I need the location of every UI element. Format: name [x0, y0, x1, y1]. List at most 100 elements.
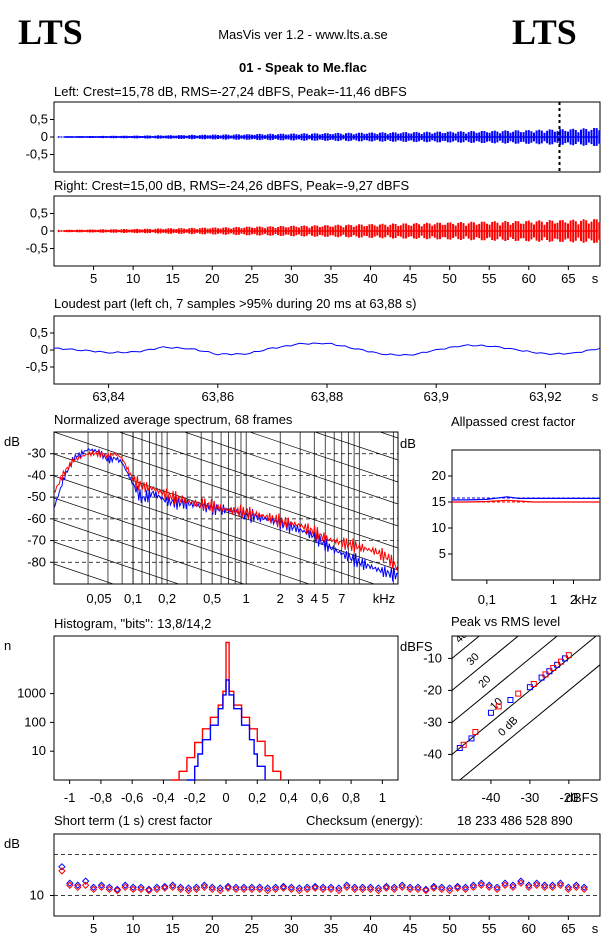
short-crest-point	[532, 879, 541, 887]
spectrum-slope-line	[313, 432, 398, 461]
short-crest-point	[311, 882, 319, 891]
peak-rms-xunit: dBFS	[566, 790, 599, 805]
spectrum-slope-line	[54, 563, 115, 584]
peak-rms-xtick-label: -30	[520, 790, 539, 805]
short-crest-point	[556, 879, 565, 887]
histogram-ytick-label: 10	[32, 743, 46, 758]
short-crest-point	[97, 883, 106, 892]
loudest-xtick-label: 63,88	[311, 389, 344, 404]
short-crest-xtick-label: 60	[522, 921, 536, 936]
right-xtick-label: 45	[403, 271, 417, 286]
short-crest-xtick-label: 50	[442, 921, 456, 936]
short-crest-point	[501, 879, 509, 887]
short-crest-point	[295, 886, 304, 895]
spectrum-xtick-label: 0,2	[158, 591, 176, 606]
histogram-ytick-label: 1000	[17, 686, 46, 701]
peak-rms-diagonal-label: 40	[453, 629, 470, 646]
peak-rms-diagonal-label: 0 dB	[496, 714, 520, 738]
short-crest-point	[350, 883, 359, 892]
peak-rms-point	[472, 729, 479, 735]
histogram-xtick-label: 1	[379, 790, 386, 805]
short-crest-point	[208, 883, 216, 892]
short-crest-xunit: s	[592, 921, 599, 936]
peak-rms-point	[554, 661, 561, 668]
peak-rms-point	[561, 655, 568, 662]
histogram-xtick-label: 0,4	[280, 790, 298, 805]
left-ytick-label: 0	[41, 129, 48, 144]
short-crest-point	[532, 881, 541, 889]
loudest-ytick-label: 0,5	[30, 325, 48, 340]
histogram-xtick-label: 0,6	[311, 790, 329, 805]
histogram-xtick-label: -1	[64, 790, 76, 805]
short-crest-point	[216, 886, 224, 895]
short-crest-plot-frame	[53, 833, 601, 917]
short-crest-point	[89, 885, 98, 894]
spectrum-slope-line	[54, 475, 376, 584]
peak-rms-point	[456, 745, 463, 751]
short-crest-point	[343, 881, 351, 889]
peak-rms-point	[550, 665, 557, 671]
short-crest-point	[129, 883, 137, 892]
short-crest-point	[319, 883, 327, 892]
short-crest-point	[240, 885, 248, 894]
allpass-ylabel: dB	[400, 436, 416, 451]
logo-right: LTS	[512, 12, 577, 52]
allpass-xunit: kHz	[575, 592, 597, 607]
spectrum-xtick-label: 1	[243, 591, 250, 606]
peak-rms-diagonal-label: 20	[476, 673, 493, 690]
short-crest-point	[271, 885, 280, 894]
short-crest-point	[525, 883, 533, 892]
spectrum-ytick-label: -60	[27, 511, 46, 526]
short-crest-point	[461, 883, 470, 892]
short-crest-point	[168, 881, 177, 889]
short-crest-point	[145, 886, 153, 895]
peak-rms-diagonal	[452, 636, 481, 660]
peak-rms-point	[538, 674, 545, 681]
short-crest-point	[343, 883, 351, 892]
spectrum-slope-line	[183, 432, 398, 505]
short-crest-xtick-label: 65	[561, 921, 575, 936]
spectrum-title: Normalized average spectrum, 68 frames	[54, 412, 293, 427]
checksum-label: Checksum (energy):	[306, 813, 423, 828]
peak-rms-ylabel: dBFS	[400, 639, 433, 654]
short-crest-point	[224, 882, 232, 891]
right-xtick-label: 50	[442, 271, 456, 286]
short-crest-xtick-label: 25	[245, 921, 259, 936]
short-crest-point	[105, 883, 114, 892]
spectrum-xtick-label: 7	[338, 591, 345, 606]
peak-rms-xtick-label: -40	[482, 790, 501, 805]
short-crest-point	[81, 881, 90, 889]
short-crest-point	[153, 883, 161, 892]
file-title: 01 - Speak to Me.flac	[239, 60, 367, 75]
short-crest-point	[74, 883, 82, 892]
short-crest-point	[509, 881, 517, 889]
short-crest-point	[398, 881, 406, 889]
histogram-ytick-label: 100	[24, 714, 46, 729]
short-crest-point	[390, 883, 398, 892]
short-crest-point	[485, 883, 493, 892]
allpass-xtick-label: 2	[570, 592, 577, 607]
peak-rms-ytick-label: -30	[423, 714, 442, 729]
short-crest-point	[81, 877, 90, 885]
short-crest-point	[382, 884, 391, 892]
short-crest-point	[556, 881, 565, 889]
short-crest-point	[398, 883, 406, 892]
short-crest-point	[263, 884, 272, 892]
short-crest-point	[382, 882, 391, 891]
spectrum-ytick-label: -70	[27, 533, 46, 548]
short-crest-point	[113, 886, 122, 895]
spectrum-plot-frame	[53, 431, 399, 585]
short-crest-point	[248, 885, 256, 894]
short-crest-point	[540, 883, 549, 892]
short-crest-point	[358, 885, 367, 894]
peak-rms-title: Peak vs RMS level	[451, 614, 560, 629]
peak-rms-xtick-label: -20	[559, 790, 578, 805]
short-crest-point	[548, 883, 557, 892]
spectrum-slope-line	[54, 497, 311, 584]
histogram-xtick-label: -0,8	[90, 790, 112, 805]
histogram-series-1	[186, 679, 266, 781]
short-crest-point	[430, 882, 438, 891]
spectrum-xtick-label: 0,05	[86, 591, 111, 606]
short-crest-point	[572, 883, 580, 892]
left-ytick-label: 0,5	[30, 112, 48, 127]
